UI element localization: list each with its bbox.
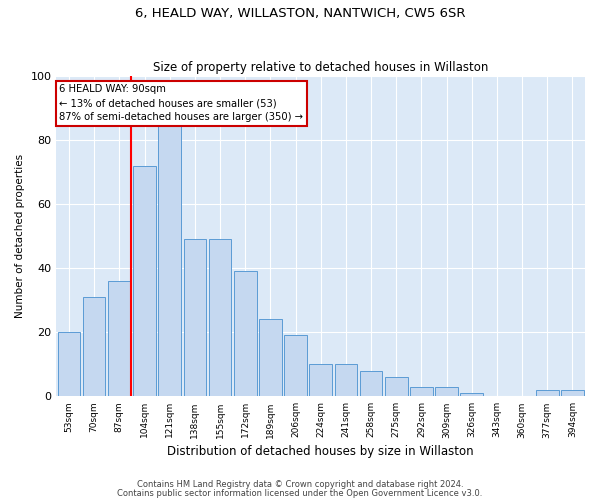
Bar (209, 240, 232, 396)
Bar (83, 297, 106, 396)
Bar (536, 390, 559, 396)
Bar (435, 386, 458, 396)
Bar (284, 336, 307, 396)
Text: Contains HM Land Registry data © Crown copyright and database right 2024.: Contains HM Land Registry data © Crown c… (137, 480, 463, 489)
Bar (335, 364, 357, 396)
Bar (108, 281, 131, 396)
Title: Size of property relative to detached houses in Willaston: Size of property relative to detached ho… (153, 60, 488, 74)
Bar (310, 364, 332, 396)
Bar (410, 386, 433, 396)
Bar (385, 377, 407, 396)
Y-axis label: Number of detached properties: Number of detached properties (15, 154, 25, 318)
Text: 6 HEALD WAY: 90sqm
← 13% of detached houses are smaller (53)
87% of semi-detache: 6 HEALD WAY: 90sqm ← 13% of detached hou… (59, 84, 303, 122)
Bar (561, 390, 584, 396)
Bar (360, 370, 382, 396)
Bar (133, 166, 156, 396)
Bar (58, 332, 80, 396)
Bar (259, 320, 281, 396)
Bar (158, 124, 181, 396)
Text: 6, HEALD WAY, WILLASTON, NANTWICH, CW5 6SR: 6, HEALD WAY, WILLASTON, NANTWICH, CW5 6… (135, 8, 465, 20)
X-axis label: Distribution of detached houses by size in Willaston: Distribution of detached houses by size … (167, 444, 474, 458)
Bar (460, 393, 483, 396)
Bar (234, 272, 257, 396)
Bar (184, 240, 206, 396)
Text: Contains public sector information licensed under the Open Government Licence v3: Contains public sector information licen… (118, 490, 482, 498)
